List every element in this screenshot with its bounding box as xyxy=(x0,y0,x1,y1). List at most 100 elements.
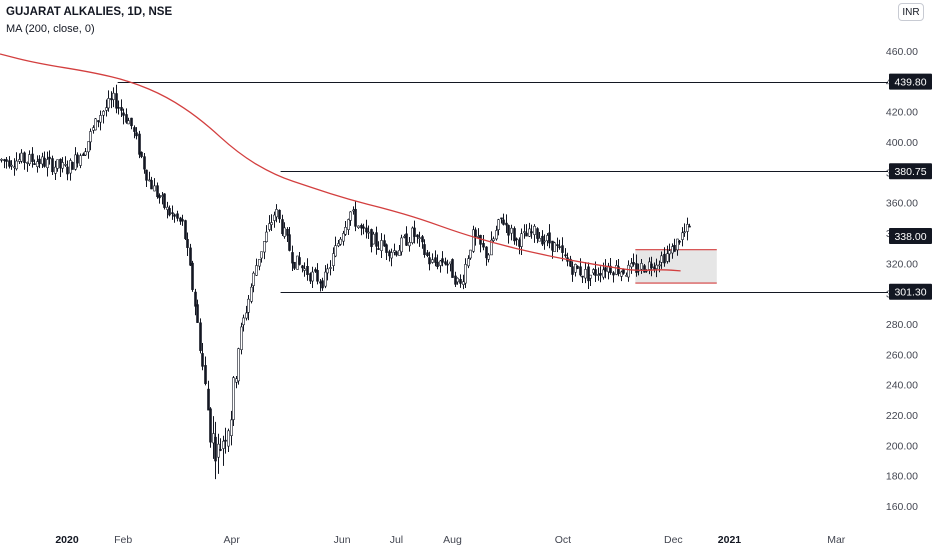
candle-body xyxy=(334,245,337,257)
candle-body xyxy=(186,239,189,248)
candle-body xyxy=(599,272,602,276)
candle-body xyxy=(602,269,605,278)
candle-body xyxy=(520,233,523,247)
candle-body xyxy=(8,160,11,167)
y-tick-label: 220.00 xyxy=(886,410,918,422)
candle-body xyxy=(612,272,615,276)
candle-body xyxy=(298,257,301,265)
candle-body xyxy=(505,222,508,226)
x-tick-label: Jul xyxy=(390,534,403,546)
candle-body xyxy=(278,209,281,220)
candle-body xyxy=(38,158,41,164)
candle-body xyxy=(230,419,233,436)
candle-body xyxy=(541,235,544,245)
candle-body xyxy=(201,353,204,367)
candle-body xyxy=(255,265,258,276)
candle-body xyxy=(456,277,459,283)
candle-body xyxy=(138,133,141,155)
candle-body xyxy=(171,212,174,214)
candle-body xyxy=(263,241,266,253)
candle-body xyxy=(281,219,284,235)
candle-body xyxy=(143,156,146,170)
candle-body xyxy=(467,258,470,267)
candle-body xyxy=(99,115,102,123)
candle-body xyxy=(556,244,559,247)
candle-body xyxy=(354,208,357,227)
candle-body xyxy=(533,225,536,235)
candle-body xyxy=(444,261,447,265)
candle-body xyxy=(569,258,572,267)
candle-body xyxy=(332,253,335,266)
candle-body xyxy=(270,222,273,225)
candle-body xyxy=(76,154,79,164)
candle-body xyxy=(23,152,26,163)
candle-body xyxy=(439,260,442,266)
candle-body xyxy=(161,195,164,197)
candle-body xyxy=(523,231,526,233)
candle-body xyxy=(604,267,607,272)
candle-body xyxy=(372,233,375,245)
candle-body xyxy=(413,227,416,237)
y-tick-label: 400.00 xyxy=(886,137,918,149)
candle-body xyxy=(627,264,630,278)
candle-body xyxy=(530,231,533,234)
candle-body xyxy=(553,242,556,252)
candle-body xyxy=(673,244,676,252)
price-label-bg xyxy=(889,73,932,90)
candle-body xyxy=(584,269,587,279)
candle-body xyxy=(82,153,85,157)
candle-body xyxy=(240,326,243,350)
candle-body xyxy=(655,264,658,269)
candle-body xyxy=(643,265,646,273)
candle-body xyxy=(181,219,184,222)
candle-body xyxy=(676,238,679,251)
candle-body xyxy=(69,160,72,174)
candle-body xyxy=(632,261,635,265)
candle-body xyxy=(13,166,16,169)
candle-body xyxy=(117,107,120,109)
candle-body xyxy=(311,271,314,282)
candle-body xyxy=(405,233,408,246)
candle-body xyxy=(329,267,332,269)
candle-body xyxy=(497,219,500,230)
candle-body xyxy=(245,312,248,319)
candle-body xyxy=(31,153,34,162)
candle-body xyxy=(219,449,222,451)
candle-body xyxy=(273,214,276,221)
x-tick-label: Oct xyxy=(555,534,571,546)
candle-body xyxy=(543,240,546,243)
y-tick-label: 260.00 xyxy=(886,349,918,361)
candle-body xyxy=(337,243,340,247)
candle-body xyxy=(666,253,669,262)
currency-button[interactable]: INR xyxy=(898,3,924,21)
candle-body xyxy=(84,151,87,156)
candle-body xyxy=(398,250,401,256)
candle-body xyxy=(390,252,393,259)
candle-body xyxy=(513,228,516,242)
candle-body xyxy=(0,159,3,161)
price-label: 380.75 xyxy=(894,166,926,178)
candle-body xyxy=(510,227,513,234)
candle-body xyxy=(451,259,454,278)
x-tick-label: Apr xyxy=(224,534,241,546)
candle-body xyxy=(61,162,64,169)
indicator-legend[interactable]: MA (200, close, 0) xyxy=(6,23,95,35)
candle-body xyxy=(377,248,380,250)
candle-body xyxy=(316,270,319,282)
y-tick-label: 280.00 xyxy=(886,319,918,331)
candle-body xyxy=(242,317,245,326)
candle-body xyxy=(148,179,151,182)
candle-body xyxy=(431,259,434,263)
candle-body xyxy=(558,246,561,248)
candle-body xyxy=(107,98,110,109)
candle-body xyxy=(122,112,125,116)
candle-body xyxy=(110,98,113,101)
candle-body xyxy=(630,263,633,268)
candle-body xyxy=(189,247,192,266)
candle-body xyxy=(120,107,123,111)
candle-body xyxy=(301,265,304,269)
candle-body xyxy=(247,298,250,313)
candle-body xyxy=(349,211,352,221)
price-label: 439.80 xyxy=(894,77,926,89)
